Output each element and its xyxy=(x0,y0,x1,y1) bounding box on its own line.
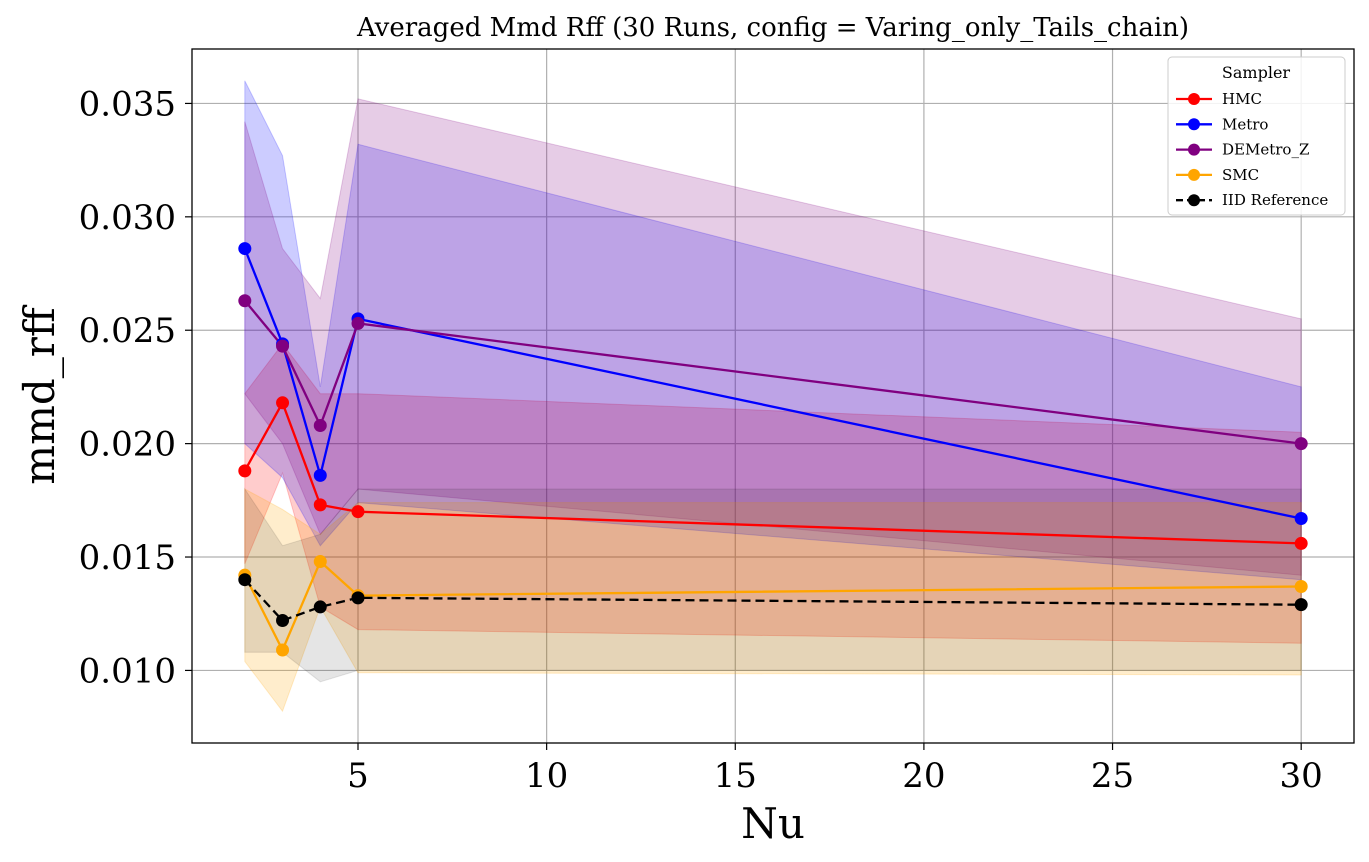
legend-marker-metro xyxy=(1188,118,1200,131)
legend-label-metro: Metro xyxy=(1222,115,1268,133)
y-axis-label: mmd_rff xyxy=(15,304,64,485)
point-hmc xyxy=(238,464,252,478)
legend-title: Sampler xyxy=(1222,63,1291,82)
x-tick-label: 10 xyxy=(525,756,568,796)
x-tick-label: 25 xyxy=(1091,756,1134,796)
point-hmc xyxy=(1294,536,1308,550)
legend-label-demetro-z: DEMetro_Z xyxy=(1222,141,1309,159)
y-tick-label: 0.035 xyxy=(79,84,176,124)
legend-marker-hmc xyxy=(1188,93,1200,105)
x-tick-label: 30 xyxy=(1280,756,1323,796)
legend-label-hmc: HMC xyxy=(1222,90,1262,108)
point-demetro-z xyxy=(313,418,327,432)
legend-marker-demetro-z xyxy=(1188,143,1200,156)
point-iid-reference xyxy=(351,591,365,605)
x-tick-label: 20 xyxy=(902,756,945,796)
y-axis-ticks: 0.010 0.015 0.020 0.025 0.030 0.035 xyxy=(79,84,192,691)
line-iid-reference xyxy=(243,578,1302,622)
legend-label-smc: SMC xyxy=(1222,166,1259,184)
legend-entries: HMC Metro DEMetro_Z SMC IID Reference xyxy=(1176,90,1328,209)
point-hmc xyxy=(351,505,365,519)
plot-frame xyxy=(191,48,1355,744)
chart-title: Averaged Mmd Rff (30 Runs, config = Vari… xyxy=(356,13,1189,43)
x-axis-ticks: 5 10 15 20 25 30 xyxy=(347,743,1323,796)
point-iid-reference xyxy=(238,573,252,587)
point-iid-reference xyxy=(1294,598,1308,612)
y-tick-label: 0.015 xyxy=(79,538,176,578)
legend-label-iid-reference: IID Reference xyxy=(1222,191,1328,209)
point-demetro-z xyxy=(1294,437,1308,451)
point-smc xyxy=(276,643,290,657)
point-iid-reference xyxy=(276,614,290,628)
y-tick-label: 0.025 xyxy=(79,311,176,351)
series-points xyxy=(238,242,1308,657)
point-smc xyxy=(313,555,327,569)
point-demetro-z xyxy=(351,316,365,330)
band-iid-reference xyxy=(244,487,1302,683)
point-metro xyxy=(1294,511,1308,525)
band-hmc xyxy=(244,342,1302,644)
confidence-bands xyxy=(244,80,1302,713)
legend: Sampler HMC Metro DEMetro_Z SMC IID Referenc… xyxy=(1167,56,1346,216)
point-demetro-z xyxy=(238,294,252,308)
y-tick-label: 0.010 xyxy=(79,651,176,691)
legend-marker-iid-reference xyxy=(1188,194,1200,207)
band-metro xyxy=(244,80,1302,581)
y-tick-label: 0.030 xyxy=(79,198,176,238)
y-tick-label: 0.020 xyxy=(79,425,176,465)
point-smc xyxy=(1294,580,1308,594)
point-demetro-z xyxy=(276,339,290,353)
x-tick-label: 5 xyxy=(347,756,369,796)
x-tick-label: 15 xyxy=(714,756,757,796)
legend-marker-smc xyxy=(1188,168,1200,181)
point-hmc xyxy=(313,498,327,512)
point-metro xyxy=(313,468,327,482)
grid xyxy=(192,49,1354,743)
point-iid-reference xyxy=(313,600,327,614)
point-hmc xyxy=(276,396,290,410)
legend-frame xyxy=(1167,56,1346,216)
x-axis-label: Nu xyxy=(741,799,805,848)
point-metro xyxy=(238,242,252,256)
